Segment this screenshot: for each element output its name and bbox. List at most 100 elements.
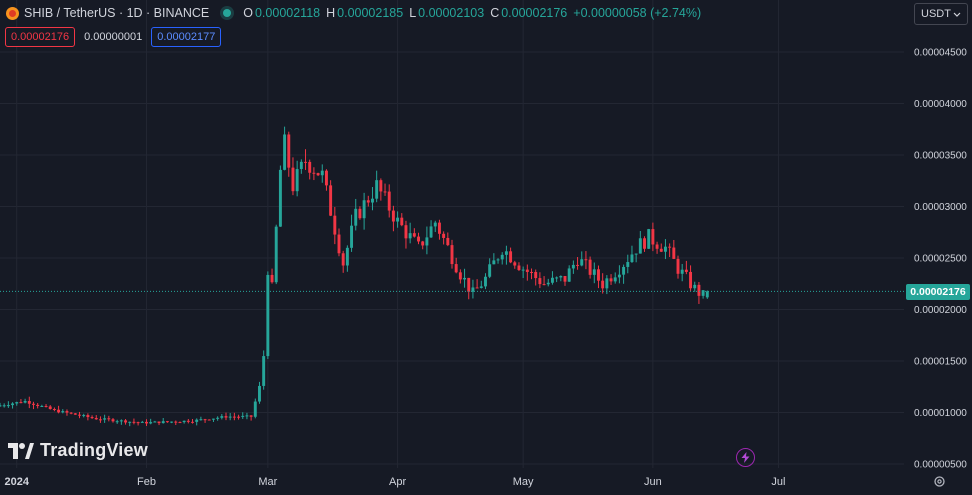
candle[interactable]: [550, 271, 554, 285]
candle[interactable]: [450, 239, 454, 269]
candle[interactable]: [446, 232, 450, 247]
candle[interactable]: [663, 239, 667, 260]
candle[interactable]: [341, 250, 345, 273]
candle[interactable]: [98, 416, 102, 423]
candle[interactable]: [429, 220, 433, 238]
candle[interactable]: [362, 192, 366, 230]
candle[interactable]: [400, 213, 404, 227]
candle[interactable]: [291, 157, 295, 196]
candle[interactable]: [647, 228, 651, 250]
candle[interactable]: [433, 220, 437, 233]
candle[interactable]: [479, 280, 483, 289]
candle[interactable]: [262, 350, 266, 390]
candle[interactable]: [69, 412, 73, 415]
candle[interactable]: [609, 274, 613, 285]
candle[interactable]: [592, 262, 596, 284]
candle[interactable]: [232, 412, 236, 421]
candle[interactable]: [484, 273, 487, 290]
candle[interactable]: [442, 231, 446, 245]
candle[interactable]: [689, 265, 693, 291]
candle[interactable]: [634, 253, 638, 263]
sell-button[interactable]: 0.00002176: [5, 27, 76, 47]
candle[interactable]: [421, 240, 425, 250]
candle[interactable]: [488, 258, 492, 279]
candle[interactable]: [274, 224, 278, 285]
candle[interactable]: [241, 412, 245, 419]
candle[interactable]: [504, 245, 508, 265]
candle[interactable]: [530, 268, 533, 280]
candle[interactable]: [324, 169, 328, 191]
candle[interactable]: [278, 165, 282, 227]
candle[interactable]: [412, 228, 416, 238]
candle[interactable]: [672, 239, 676, 260]
candle[interactable]: [379, 178, 383, 201]
candle[interactable]: [542, 276, 546, 286]
candle[interactable]: [680, 263, 684, 282]
candle[interactable]: [94, 415, 98, 420]
candle[interactable]: [659, 243, 663, 253]
candle[interactable]: [458, 269, 462, 284]
candle[interactable]: [350, 214, 354, 252]
candle[interactable]: [124, 418, 128, 425]
buy-button[interactable]: 0.00002177: [151, 27, 222, 47]
candle[interactable]: [287, 131, 291, 177]
candle[interactable]: [588, 256, 592, 279]
candle[interactable]: [145, 419, 148, 427]
candle[interactable]: [132, 418, 136, 425]
candle[interactable]: [258, 381, 261, 404]
currency-selector[interactable]: USDT: [914, 3, 968, 25]
candle[interactable]: [119, 419, 123, 425]
candle[interactable]: [366, 195, 370, 207]
candle[interactable]: [32, 401, 35, 410]
candle[interactable]: [626, 254, 630, 274]
candle[interactable]: [337, 228, 341, 257]
candle[interactable]: [651, 222, 655, 252]
candle[interactable]: [6, 401, 10, 408]
candle[interactable]: [509, 247, 513, 264]
candle[interactable]: [329, 180, 333, 217]
candle[interactable]: [57, 405, 61, 414]
candle[interactable]: [295, 160, 299, 197]
candle[interactable]: [283, 126, 287, 171]
candle[interactable]: [454, 257, 458, 274]
symbol-title[interactable]: SHIB / TetherUS · 1D · BINANCE: [24, 6, 210, 20]
candle[interactable]: [371, 187, 374, 211]
candle[interactable]: [534, 269, 538, 286]
candle[interactable]: [199, 416, 203, 421]
candle[interactable]: [140, 420, 144, 423]
candle[interactable]: [521, 266, 525, 279]
candle[interactable]: [149, 418, 153, 425]
candle[interactable]: [266, 271, 270, 360]
candle[interactable]: [463, 268, 467, 288]
candle[interactable]: [316, 172, 320, 177]
candle[interactable]: [513, 260, 517, 269]
candle[interactable]: [249, 415, 253, 421]
candle[interactable]: [178, 421, 182, 424]
candle[interactable]: [40, 404, 44, 407]
candle[interactable]: [107, 415, 111, 422]
candle[interactable]: [48, 405, 52, 410]
candle[interactable]: [128, 421, 132, 427]
candle[interactable]: [52, 407, 56, 412]
candle[interactable]: [2, 403, 6, 408]
tradingview-logo[interactable]: TradingView: [8, 440, 148, 461]
candle[interactable]: [467, 277, 471, 300]
price-axis[interactable]: 0.00004500 0.00004000 0.00003500 0.00003000…: [914, 48, 967, 471]
candle[interactable]: [345, 245, 349, 272]
candle[interactable]: [383, 183, 387, 196]
candle[interactable]: [496, 258, 500, 264]
candle[interactable]: [500, 252, 504, 265]
candle[interactable]: [270, 268, 274, 284]
candle[interactable]: [622, 264, 626, 284]
candle[interactable]: [701, 290, 705, 299]
candle[interactable]: [220, 414, 224, 420]
candle[interactable]: [103, 414, 107, 423]
candle[interactable]: [437, 219, 441, 240]
candle[interactable]: [425, 226, 429, 255]
candle[interactable]: [597, 265, 600, 289]
candle[interactable]: [161, 417, 165, 424]
candle[interactable]: [471, 279, 475, 299]
candle[interactable]: [245, 412, 249, 420]
candle[interactable]: [638, 231, 642, 254]
